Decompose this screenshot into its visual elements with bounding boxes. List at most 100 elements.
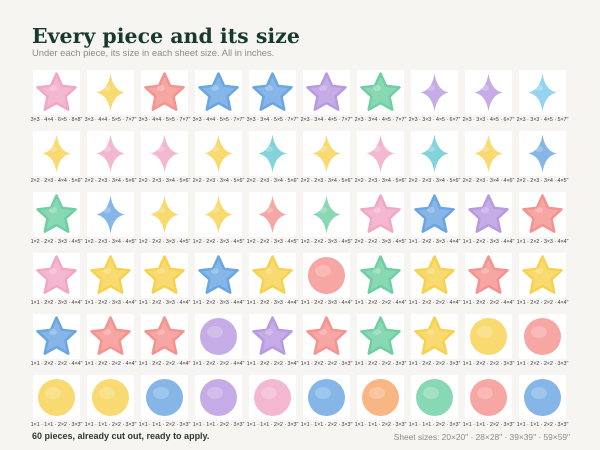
piece-card: 2×2 · 2×3 · 3×4 · 5×6"	[355, 131, 406, 192]
star-shape	[306, 72, 347, 111]
star-icon	[414, 316, 455, 355]
highlight	[157, 329, 165, 335]
piece-thumbnail	[141, 375, 188, 420]
star-shape	[198, 255, 239, 294]
circle-icon	[524, 318, 561, 355]
piece-sizes: 1×1 · 1×1 · 2×2 · 3×3"	[192, 422, 245, 428]
star-icon	[90, 255, 131, 294]
star-shape	[252, 316, 293, 355]
piece-sizes: 2×2 · 2×3 · 3×4 · 5×6"	[138, 178, 191, 184]
highlight	[153, 387, 169, 399]
sparkle-shape	[420, 134, 449, 173]
piece-card: 2×3 · 3×3 · 4×5 · 6×7"	[463, 70, 514, 131]
piece-card: 1×1 · 2×2 · 2×2 · 3×3"	[463, 314, 514, 375]
piece-card: 1×1 · 2×2 · 3×3 · 4×4"	[409, 192, 460, 253]
piece-sizes: 1×1 · 2×2 · 2×2 · 4×4"	[84, 361, 137, 367]
piece-sizes: 1×1 · 1×1 · 2×2 · 3×3"	[354, 422, 407, 428]
highlight	[535, 85, 543, 91]
piece-thumbnail	[357, 253, 404, 298]
piece-sizes: 1×2 · 2×2 · 3×3 · 4×5"	[300, 239, 353, 245]
sparkle-icon	[528, 73, 557, 112]
piece-sizes: 1×1 · 2×2 · 2×2 · 4×4"	[408, 300, 461, 306]
sparkle-icon	[312, 195, 341, 234]
piece-sizes: 1×1 · 1×1 · 2×2 · 3×3"	[30, 422, 83, 428]
highlight	[207, 326, 223, 338]
piece-sizes: 1×1 · 2×2 · 2×2 · 3×3"	[300, 361, 353, 367]
circle-shape	[524, 379, 561, 416]
highlight	[373, 207, 381, 213]
circle-icon	[200, 318, 237, 355]
piece-card: 2×2 · 2×3 · 3×4 · 4×6"	[463, 131, 514, 192]
piece-card: 3×3 · 4×4 · 6×5 · 8×8"	[31, 70, 82, 131]
piece-sizes: 2×2 · 2×3 · 4×4 · 5×6"	[30, 178, 83, 184]
star-icon	[36, 194, 77, 233]
star-shape	[414, 316, 455, 355]
piece-thumbnail	[303, 314, 350, 359]
piece-card: 1×1 · 2×2 · 2×2 · 4×4"	[85, 314, 136, 375]
piece-sizes: 1×1 · 2×2 · 3×3 · 4×4"	[30, 300, 83, 306]
highlight	[103, 329, 111, 335]
piece-thumbnail	[249, 70, 296, 115]
piece-thumbnail	[249, 314, 296, 359]
piece-sizes: 1×2 · 2×2 · 3×3 · 4×5"	[246, 239, 299, 245]
sparkle-shape	[150, 195, 179, 234]
piece-card: 1×2 · 2×3 · 3×4 · 4×5"	[85, 192, 136, 253]
piece-sizes: 2×2 · 2×3 · 3×4 · 5×6"	[192, 178, 245, 184]
piece-sizes: 2×2 · 2×3 · 3×4 · 5×6"	[246, 178, 299, 184]
piece-thumbnail	[519, 131, 566, 176]
piece-card: 1×1 · 2×2 · 3×3 · 4×4"	[247, 253, 298, 314]
piece-card: 2×2 · 2×3 · 3×4 · 5×6"	[409, 131, 460, 192]
piece-card: 3×3 · 4×4 · 5×5 · 7×7"	[85, 70, 136, 131]
piece-sizes: 1×1 · 1×1 · 2×2 · 3×3"	[408, 422, 461, 428]
star-icon	[468, 194, 509, 233]
piece-sizes: 1×1 · 2×2 · 2×2 · 3×3"	[408, 361, 461, 367]
star-icon	[414, 194, 455, 233]
star-shape	[414, 194, 455, 233]
highlight	[373, 329, 381, 335]
star-shape	[360, 255, 401, 294]
piece-thumbnail	[249, 253, 296, 298]
piece-thumbnail	[411, 192, 458, 237]
highlight	[211, 146, 219, 152]
highlight	[157, 207, 165, 213]
star-icon	[522, 255, 563, 294]
piece-thumbnail	[411, 314, 458, 359]
star-icon	[252, 255, 293, 294]
piece-thumbnail	[357, 131, 404, 176]
piece-thumbnail	[87, 192, 134, 237]
piece-card: 2×2 · 2×3 · 3×4 · 5×6"	[85, 131, 136, 192]
highlight	[427, 146, 435, 152]
piece-thumbnail	[465, 131, 512, 176]
circle-shape	[416, 379, 453, 416]
piece-sizes: 1×2 · 2×2 · 3×3 · 4×5"	[138, 239, 191, 245]
star-shape	[522, 194, 563, 233]
highlight	[369, 387, 385, 399]
piece-thumbnail	[141, 192, 188, 237]
piece-thumbnail	[33, 131, 80, 176]
highlight	[49, 268, 57, 274]
highlight	[373, 268, 381, 274]
piece-sizes: 1×1 · 2×2 · 3×3 · 4×4"	[408, 239, 461, 245]
sparkle-icon	[204, 195, 233, 234]
highlight	[535, 207, 543, 213]
star-shape	[144, 72, 185, 111]
piece-sizes: 2×3 · 3×3 · 4×5 · 6×7"	[408, 117, 461, 123]
piece-sizes: 1×1 · 2×2 · 3×3 · 4×4"	[516, 239, 569, 245]
piece-sizes: 1×1 · 2×2 · 2×2 · 4×4"	[192, 361, 245, 367]
piece-card: 1×1 · 2×2 · 2×2 · 4×4"	[517, 253, 568, 314]
piece-thumbnail	[411, 253, 458, 298]
star-icon	[90, 316, 131, 355]
piece-sizes: 1×1 · 2×2 · 3×3 · 4×4"	[300, 300, 353, 306]
highlight	[265, 146, 273, 152]
piece-card: 1×2 · 2×2 · 3×3 · 4×5"	[301, 192, 352, 253]
highlight	[265, 85, 273, 91]
piece-sizes: 1×1 · 2×2 · 3×3 · 4×4"	[192, 300, 245, 306]
piece-sizes: 1×1 · 2×2 · 2×2 · 4×4"	[138, 361, 191, 367]
piece-sizes: 1×1 · 2×2 · 2×2 · 3×3"	[462, 361, 515, 367]
piece-sizes: 2×2 · 2×3 · 3×4 · 4×5"	[516, 178, 569, 184]
sparkle-icon	[528, 134, 557, 173]
star-icon	[252, 316, 293, 355]
piece-thumbnail	[357, 375, 404, 420]
highlight	[49, 146, 57, 152]
circle-icon	[524, 379, 561, 416]
